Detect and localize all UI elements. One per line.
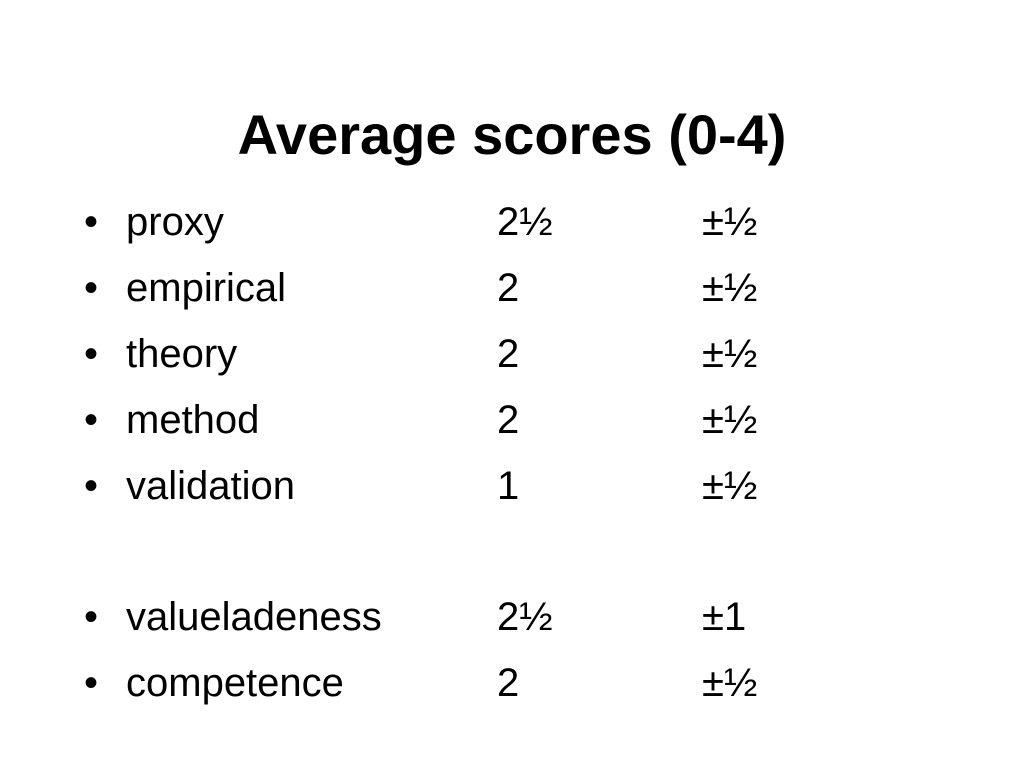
item-score: 2 bbox=[497, 398, 520, 442]
item-label: empirical bbox=[126, 266, 287, 310]
item-label: proxy bbox=[126, 200, 224, 244]
slide-title: Average scores (0-4) bbox=[237, 103, 787, 166]
item-score: 2 bbox=[497, 266, 520, 310]
list-item: • proxy 2½ ±½ bbox=[0, 197, 1024, 247]
item-label: valueladeness bbox=[126, 595, 382, 639]
list-item: • empirical 2 ±½ bbox=[0, 263, 1024, 313]
bullet-icon: • bbox=[84, 595, 99, 639]
bullet-icon: • bbox=[84, 464, 99, 508]
item-label: validation bbox=[126, 464, 296, 508]
item-deviation: ±½ bbox=[702, 661, 758, 705]
item-deviation: ±1 bbox=[702, 595, 747, 639]
list-item: • theory 2 ±½ bbox=[0, 329, 1024, 379]
item-label: competence bbox=[126, 661, 344, 705]
list-item: • validation 1 ±½ bbox=[0, 461, 1024, 511]
list-item: • competence 2 ±½ bbox=[0, 658, 1024, 708]
item-score: 2½ bbox=[497, 200, 553, 244]
bullet-icon: • bbox=[84, 200, 99, 244]
list-item: • valueladeness 2½ ±1 bbox=[0, 592, 1024, 642]
bullet-icon: • bbox=[84, 332, 99, 376]
item-deviation: ±½ bbox=[702, 266, 758, 310]
bullet-icon: • bbox=[84, 266, 99, 310]
item-score: 2 bbox=[497, 661, 520, 705]
bullet-icon: • bbox=[84, 661, 99, 705]
item-label: theory bbox=[126, 332, 238, 376]
item-score: 2 bbox=[497, 332, 520, 376]
item-deviation: ±½ bbox=[702, 464, 758, 508]
item-deviation: ±½ bbox=[702, 398, 758, 442]
item-score: 1 bbox=[497, 464, 520, 508]
item-label: method bbox=[126, 398, 260, 442]
list-item: • method 2 ±½ bbox=[0, 395, 1024, 445]
bullet-icon: • bbox=[84, 398, 99, 442]
item-deviation: ±½ bbox=[702, 332, 758, 376]
item-deviation: ±½ bbox=[702, 200, 758, 244]
item-score: 2½ bbox=[497, 595, 553, 639]
